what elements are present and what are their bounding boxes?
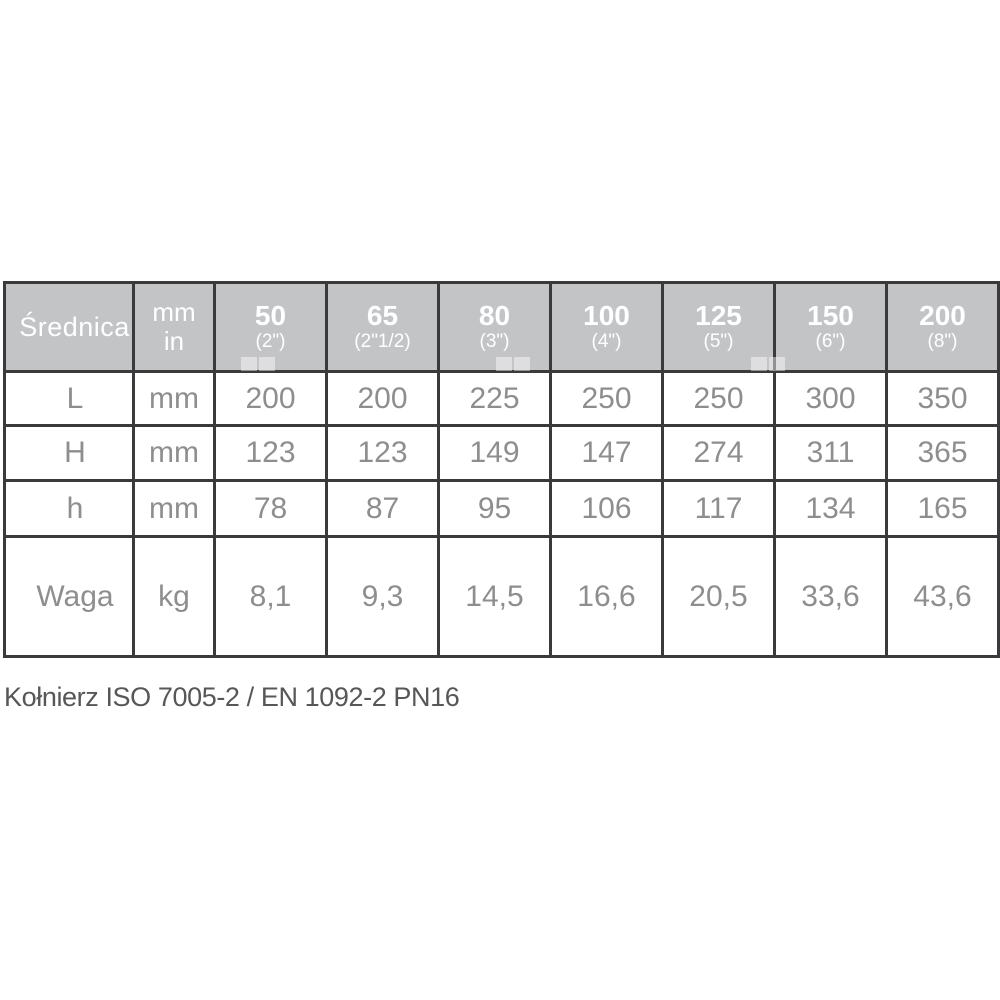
header-size-125: 125 (5") xyxy=(661,281,776,373)
cell-L-125: 250 xyxy=(661,370,776,427)
cell-H-150: 311 xyxy=(773,424,888,482)
row-unit: mm xyxy=(132,424,216,482)
watermark-square xyxy=(769,357,785,371)
table-row-h: h mm 78 87 95 106 117 134 165 xyxy=(3,479,1000,538)
table-row-waga: Waga kg 8,1 9,3 14,5 16,6 20,5 33,6 43,6 xyxy=(3,535,1000,658)
header-diameter: Średnica xyxy=(3,281,135,373)
cell-L-65: 200 xyxy=(325,370,440,427)
cell-H-200: 365 xyxy=(885,424,1000,482)
header-size-65: 65 (2"1/2) xyxy=(325,281,440,373)
header-size-200: 200 (8") xyxy=(885,281,1000,373)
header-unit: mm in xyxy=(132,281,216,373)
header-size-150: 150 (6") xyxy=(773,281,888,373)
cell-h-50: 78 xyxy=(213,479,328,538)
header-size-50: 50 (2") xyxy=(213,281,328,373)
flange-standard-note: Kołnierz ISO 7005-2 / EN 1092-2 PN16 xyxy=(4,682,460,712)
cell-H-80: 149 xyxy=(437,424,552,482)
cell-L-50: 200 xyxy=(213,370,328,427)
row-label-H: H xyxy=(3,424,135,482)
header-size-80: 80 (3") xyxy=(437,281,552,373)
cell-h-65: 87 xyxy=(325,479,440,538)
watermark-square xyxy=(241,357,257,371)
cell-H-125: 274 xyxy=(661,424,776,482)
cell-waga-50: 8,1 xyxy=(213,535,328,658)
dimensions-table: Średnica mm in 50 (2") 65 (2"1/2) 80 (3"… xyxy=(3,281,1000,658)
header-unit-mm: mm xyxy=(152,296,196,327)
row-label-waga: Waga xyxy=(3,535,135,658)
cell-h-200: 165 xyxy=(885,479,1000,538)
header-unit-in: in xyxy=(163,326,185,356)
row-unit: kg xyxy=(132,535,216,658)
cell-H-50: 123 xyxy=(213,424,328,482)
cell-h-100: 106 xyxy=(549,479,664,538)
cell-h-125: 117 xyxy=(661,479,776,538)
watermark-square xyxy=(514,357,530,371)
cell-waga-150: 33,6 xyxy=(773,535,888,658)
table-row-L: L mm 200 200 225 250 250 300 350 xyxy=(3,370,1000,427)
table-row-H: H mm 123 123 149 147 274 311 365 xyxy=(3,424,1000,482)
cell-waga-125: 20,5 xyxy=(661,535,776,658)
watermark-square xyxy=(259,357,275,371)
header-size-100: 100 (4") xyxy=(549,281,664,373)
row-unit: mm xyxy=(132,479,216,538)
row-label-h: h xyxy=(3,479,135,538)
cell-waga-80: 14,5 xyxy=(437,535,552,658)
cell-L-80: 225 xyxy=(437,370,552,427)
watermark-square xyxy=(751,357,767,371)
cell-waga-65: 9,3 xyxy=(325,535,440,658)
cell-h-150: 134 xyxy=(773,479,888,538)
table-header-row: Średnica mm in 50 (2") 65 (2"1/2) 80 (3"… xyxy=(3,281,1000,373)
cell-H-100: 147 xyxy=(549,424,664,482)
row-label-L: L xyxy=(3,370,135,427)
cell-h-80: 95 xyxy=(437,479,552,538)
watermark-square xyxy=(496,357,512,371)
cell-waga-100: 16,6 xyxy=(549,535,664,658)
cell-H-65: 123 xyxy=(325,424,440,482)
cell-L-200: 350 xyxy=(885,370,1000,427)
cell-L-100: 250 xyxy=(549,370,664,427)
cell-waga-200: 43,6 xyxy=(885,535,1000,658)
row-unit: mm xyxy=(132,370,216,427)
cell-L-150: 300 xyxy=(773,370,888,427)
